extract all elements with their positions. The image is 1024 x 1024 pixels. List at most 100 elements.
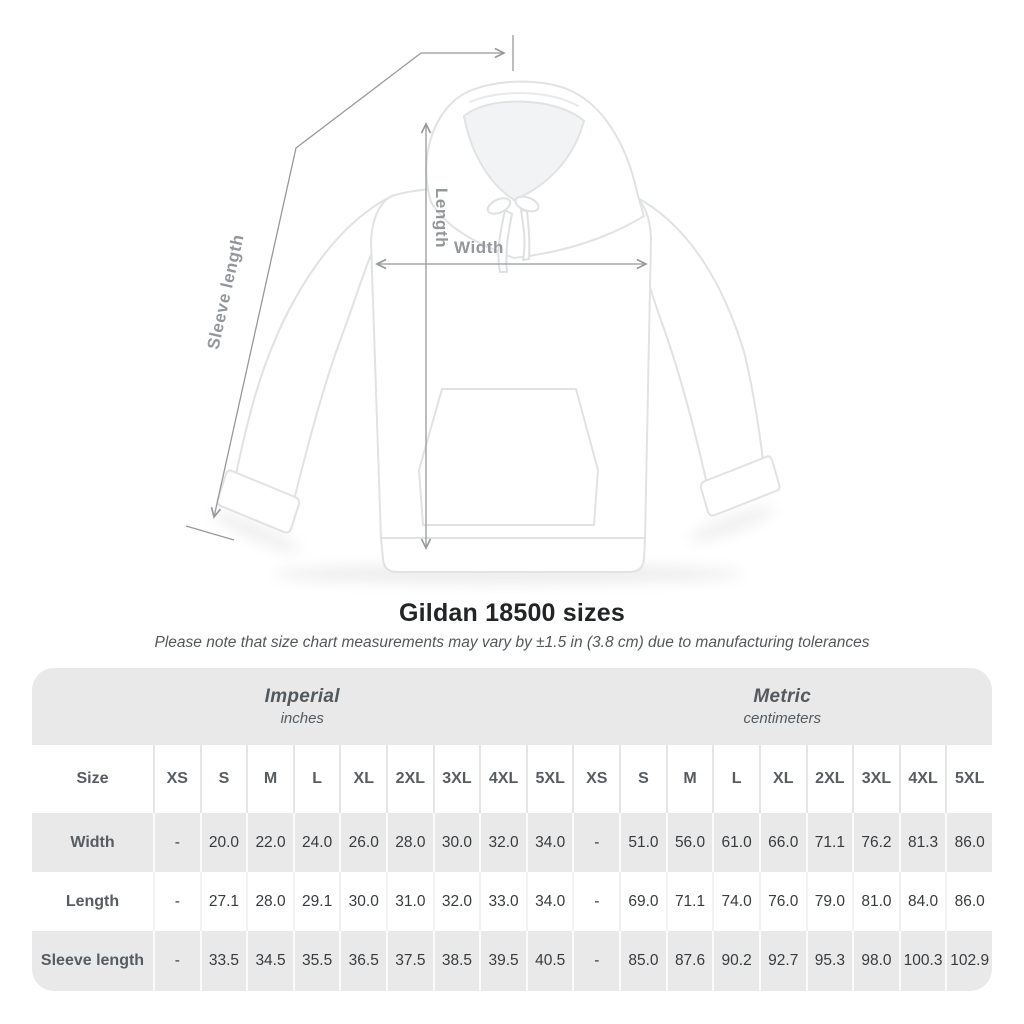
value-cell: 28.0 (386, 813, 433, 872)
value-cell: - (153, 931, 200, 991)
value-cell: 71.1 (665, 872, 713, 931)
value-cell: 51.0 (619, 813, 666, 872)
value-cell: 79.0 (805, 872, 853, 931)
row-label-width: Width (32, 813, 153, 872)
column-header-imperial-s: S (199, 745, 247, 813)
value-cell: 98.0 (852, 931, 899, 991)
column-header-metric-l: L (712, 745, 759, 813)
value-cell: 34.5 (246, 931, 293, 991)
value-cell: 74.0 (712, 872, 759, 931)
hoodie-diagram: Sleeve length Length Width (185, 35, 781, 584)
value-cell: 95.3 (805, 931, 853, 991)
value-cell: 92.7 (758, 931, 806, 991)
value-cell: 100.3 (898, 931, 946, 991)
value-cell: 22.0 (246, 813, 293, 872)
value-cell: 56.0 (665, 813, 713, 872)
value-cell: 30.0 (432, 813, 480, 872)
size-grid: Size XS S M L XL 2XL 3XL 4XL 5XL XS S M L XL 2XL 3XL 4XL 5… (32, 745, 992, 991)
measurement-overlay (185, 35, 648, 550)
column-header-imperial-xs: XS (153, 745, 200, 813)
column-header-imperial-4xl: 4XL (479, 745, 526, 813)
value-cell: 30.0 (339, 872, 387, 931)
value-cell: 87.6 (665, 931, 713, 991)
column-header-metric-s: S (619, 745, 666, 813)
value-cell: 84.0 (898, 872, 946, 931)
size-chart-table: Imperial inches Metric centimeters Size X… (32, 668, 992, 991)
hem-band (380, 537, 646, 573)
value-cell: - (153, 872, 200, 931)
value-cell: 86.0 (945, 813, 992, 872)
left-sleeve (235, 195, 393, 501)
value-cell: 33.0 (479, 872, 526, 931)
value-cell: 39.5 (479, 931, 526, 991)
value-cell: 34.0 (525, 813, 573, 872)
value-cell: 37.5 (386, 931, 433, 991)
unit-header-band: Imperial inches Metric centimeters (32, 668, 992, 745)
value-cell: 26.0 (339, 813, 387, 872)
column-header-imperial-m: M (246, 745, 293, 813)
value-cell: 20.0 (199, 813, 247, 872)
value-cell: - (572, 872, 620, 931)
hood-inner-seam (469, 92, 579, 107)
column-header-size: Size (32, 745, 153, 813)
metric-unit: centimeters (743, 710, 822, 727)
value-cell: 102.9 (945, 931, 992, 991)
value-cell: 76.2 (852, 813, 899, 872)
value-cell: 76.0 (758, 872, 806, 931)
sleeve-length-label: Sleeve length (204, 232, 248, 351)
value-cell: 28.0 (246, 872, 293, 931)
value-cell: 24.0 (292, 813, 340, 872)
column-header-metric-5xl: 5XL (945, 745, 992, 813)
value-cell: 81.0 (852, 872, 899, 931)
imperial-title: Imperial (264, 686, 340, 707)
column-header-imperial-l: L (292, 745, 340, 813)
column-header-metric-xl: XL (758, 745, 806, 813)
hood-opening (463, 100, 585, 201)
metric-title: Metric (753, 686, 812, 707)
sleeve-length-line (185, 35, 514, 541)
value-cell: 31.0 (386, 872, 433, 931)
value-cell: 61.0 (712, 813, 759, 872)
value-cell: 81.3 (898, 813, 946, 872)
column-header-metric-3xl: 3XL (852, 745, 899, 813)
imperial-header: Imperial inches (32, 668, 573, 745)
value-cell: 38.5 (432, 931, 480, 991)
value-cell: 32.0 (479, 813, 526, 872)
value-cell: - (153, 813, 200, 872)
value-cell: - (572, 931, 620, 991)
metric-header: Metric centimeters (573, 668, 993, 745)
length-label: Length (432, 188, 451, 248)
tolerance-note: Please note that size chart measurements… (154, 634, 870, 651)
width-label: Width (454, 238, 504, 257)
value-cell: 33.5 (199, 931, 247, 991)
value-cell: 69.0 (619, 872, 666, 931)
column-header-metric-xs: XS (572, 745, 620, 813)
imperial-unit: inches (280, 710, 324, 727)
value-cell: 35.5 (292, 931, 340, 991)
row-label-length: Length (32, 872, 153, 931)
column-header-metric-m: M (665, 745, 713, 813)
right-cuff (699, 455, 781, 517)
column-header-imperial-3xl: 3XL (432, 745, 480, 813)
value-cell: 40.5 (525, 931, 573, 991)
value-cell: 34.0 (525, 872, 573, 931)
column-header-imperial-xl: XL (339, 745, 387, 813)
value-cell: 71.1 (805, 813, 853, 872)
column-header-imperial-5xl: 5XL (525, 745, 573, 813)
column-header-metric-2xl: 2XL (805, 745, 853, 813)
value-cell: 90.2 (712, 931, 759, 991)
drawstrings (486, 195, 540, 273)
value-cell: 86.0 (945, 872, 992, 931)
value-cell: 85.0 (619, 931, 666, 991)
value-cell: 27.1 (199, 872, 247, 931)
row-label-sleeve-length: Sleeve length (32, 931, 153, 991)
value-cell: - (572, 813, 620, 872)
value-cell: 36.5 (339, 931, 387, 991)
left-cuff-shadow (212, 511, 300, 553)
hoodie-illustration (212, 80, 781, 584)
column-header-metric-4xl: 4XL (898, 745, 946, 813)
value-cell: 29.1 (292, 872, 340, 931)
kangaroo-pocket (418, 388, 599, 526)
right-cuff-shadow (688, 506, 776, 542)
